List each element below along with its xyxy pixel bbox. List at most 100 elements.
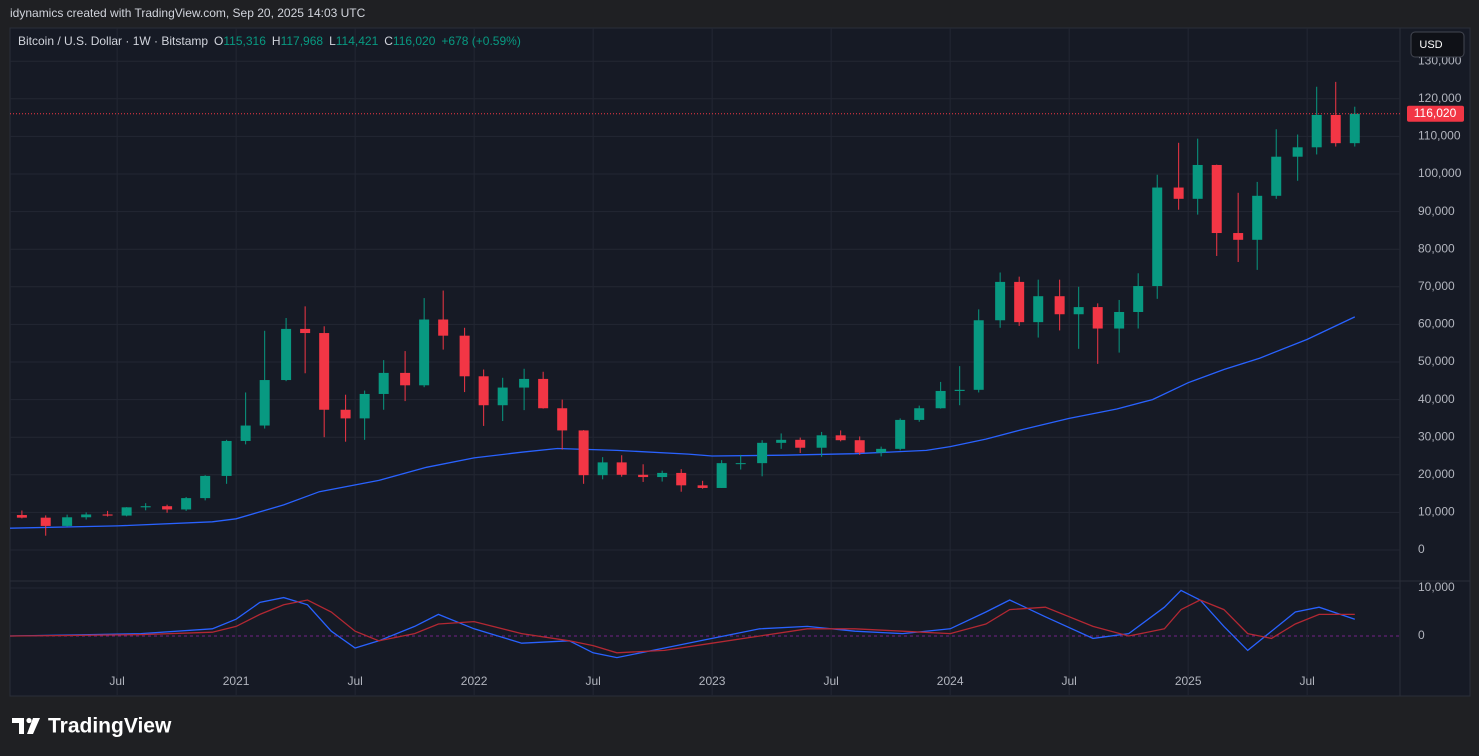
legend-item: 115,316 — [223, 34, 266, 48]
candle-body — [557, 408, 568, 431]
logo-icon — [12, 718, 24, 734]
osc-tick-label: 10,000 — [1418, 580, 1455, 594]
legend-item: +678 (+0.59%) — [441, 34, 520, 48]
x-tick-label: 2022 — [461, 674, 488, 688]
candle-body — [1292, 147, 1303, 157]
legend-item: C — [384, 34, 393, 48]
legend: Bitcoin / U.S. Dollar · 1W · Bitstamp O11… — [18, 34, 521, 48]
logo-icon-slash — [27, 718, 40, 734]
y-tick-label: 0 — [1418, 542, 1425, 556]
candle-body — [1033, 296, 1044, 323]
moving-average — [9, 316, 1356, 529]
candle-body — [1349, 113, 1360, 144]
candle-body — [1271, 156, 1282, 196]
x-tick-label: 2023 — [699, 674, 726, 688]
y-tick-label: 100,000 — [1418, 166, 1462, 180]
candle-body — [378, 372, 389, 394]
candle-body — [340, 409, 351, 419]
candle-body — [81, 514, 92, 518]
candle-body — [1092, 307, 1103, 329]
candle-body — [181, 498, 192, 510]
candle-body — [419, 319, 430, 386]
y-tick-label: 110,000 — [1418, 129, 1461, 143]
y-tick-label: 60,000 — [1418, 317, 1455, 331]
x-tick-label: 2021 — [223, 674, 250, 688]
candle-body — [1054, 296, 1065, 315]
candle-body — [40, 517, 51, 526]
logo-icon-dot — [26, 717, 32, 724]
y-tick-label: 30,000 — [1418, 429, 1455, 443]
candle-body — [616, 462, 627, 475]
candle-body — [657, 472, 668, 478]
candle-body — [1114, 311, 1125, 329]
candle-body — [697, 485, 708, 488]
legend-item: 116,020 — [393, 34, 436, 48]
y-tick-label: 120,000 — [1418, 91, 1462, 105]
candle-body — [757, 442, 768, 464]
candle-body — [676, 472, 687, 486]
currency-label[interactable]: USD — [1419, 39, 1442, 51]
candle-body — [538, 378, 549, 409]
candle-body — [221, 440, 232, 476]
y-tick-label: 10,000 — [1418, 505, 1455, 519]
candle-body — [121, 507, 132, 516]
candle-body — [62, 517, 73, 526]
candle-body — [578, 430, 589, 476]
candle-body — [1252, 195, 1263, 240]
candle-body — [1311, 114, 1322, 148]
candle-body — [895, 419, 906, 449]
legend-item: 117,968 — [281, 34, 324, 48]
candle-body — [1211, 164, 1222, 234]
candle-body — [954, 389, 965, 391]
candle-body — [16, 515, 27, 518]
attribution: idynamics created with TradingView.com, … — [10, 6, 366, 20]
candle-body — [1073, 307, 1084, 315]
x-tick-label: Jul — [109, 674, 124, 688]
candle-body — [935, 390, 946, 409]
candle-body — [1152, 187, 1163, 287]
candle-body — [478, 376, 489, 406]
legend-item: L — [329, 34, 336, 48]
candle-body — [519, 378, 530, 388]
candle-body — [300, 328, 311, 334]
candle-body — [795, 439, 806, 448]
y-tick-label: 90,000 — [1418, 204, 1455, 218]
candle-body — [638, 474, 649, 478]
y-tick-label: 80,000 — [1418, 241, 1455, 255]
candle-body — [735, 463, 746, 465]
y-tick-label: 70,000 — [1418, 279, 1455, 293]
x-tick-label: Jul — [823, 674, 838, 688]
candle-body — [259, 380, 270, 426]
legend-item: Bitcoin / U.S. Dollar · 1W · Bitstamp — [18, 34, 208, 48]
candle-body — [240, 425, 251, 441]
candle-body — [973, 320, 984, 390]
candle-body — [1192, 164, 1203, 199]
candle-body — [281, 328, 292, 381]
candle-body — [854, 440, 865, 453]
oscillator-line — [9, 589, 1356, 659]
candle-body — [776, 439, 787, 443]
candle-body — [162, 506, 173, 510]
candle-body — [1233, 233, 1244, 240]
candle-body — [140, 506, 151, 508]
y-tick-label: 50,000 — [1418, 354, 1455, 368]
candle-body — [497, 387, 508, 406]
candle-body — [438, 319, 449, 336]
legend-item: O — [214, 34, 223, 48]
candle-body — [319, 333, 330, 410]
y-tick-label: 40,000 — [1418, 392, 1455, 406]
candle-body — [102, 514, 113, 516]
candle-body — [995, 281, 1006, 321]
candle-body — [459, 335, 470, 377]
x-tick-label: 2025 — [1175, 674, 1202, 688]
x-tick-label: Jul — [585, 674, 600, 688]
candle-body — [597, 462, 608, 476]
legend-item: H — [272, 34, 281, 48]
currency-button[interactable] — [1410, 31, 1465, 58]
brand: TradingView — [48, 715, 172, 738]
candle-body — [1173, 187, 1184, 199]
osc-tick-label: 0 — [1418, 628, 1425, 642]
plot: 0 10,000 20,000 30,000 40,000 50,000 60,000 70,… — [9, 53, 1464, 688]
